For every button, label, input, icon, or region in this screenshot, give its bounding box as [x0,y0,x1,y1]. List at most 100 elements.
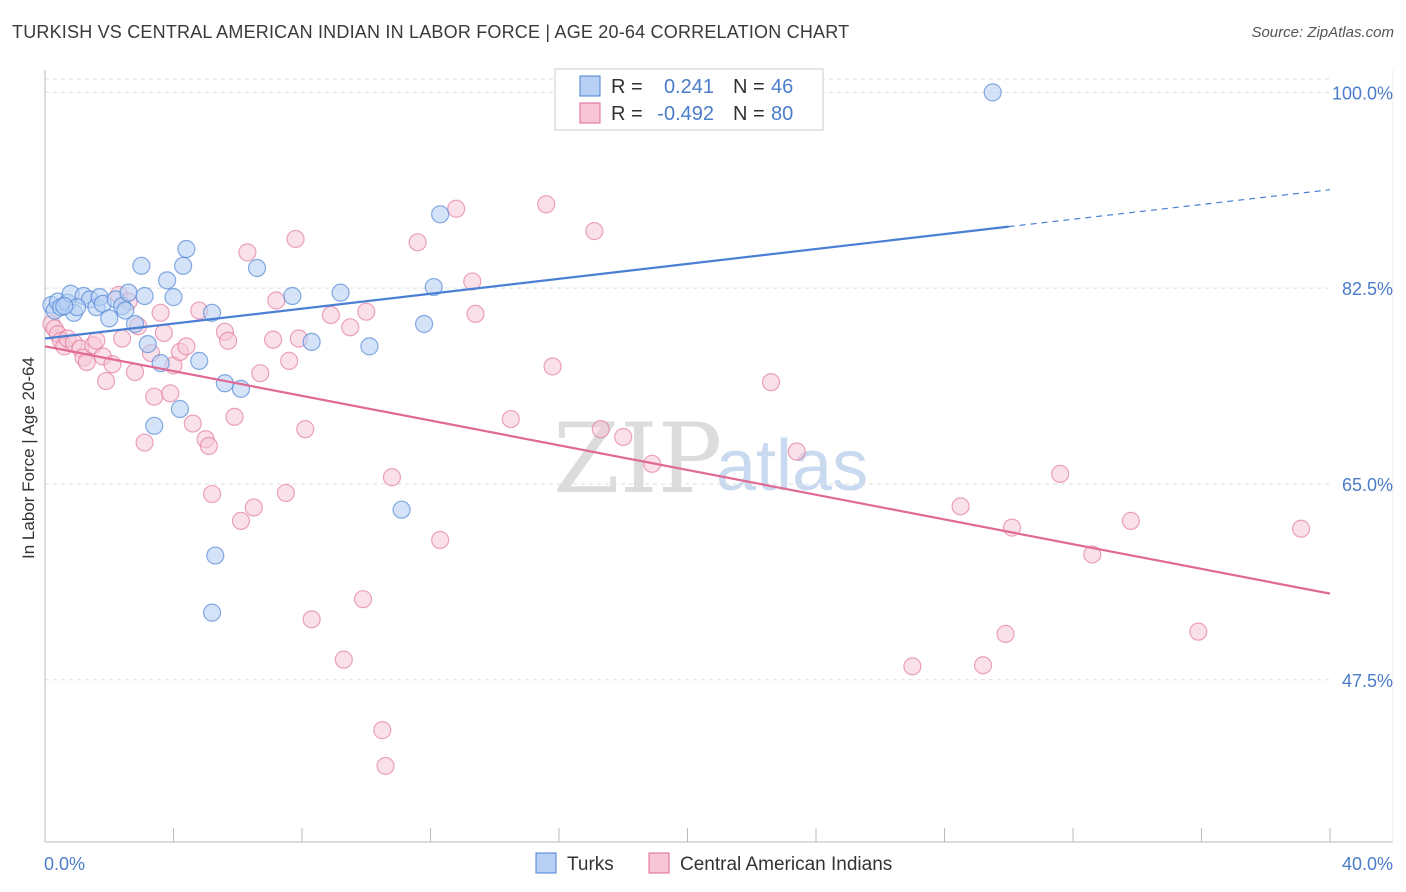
legend-n-value-cai: 80 [771,103,793,125]
cai-point-53 [357,302,376,321]
cai-point-50 [334,650,353,669]
y-tick-labels: 47.5% 65.0% 82.5% 100.0% [1332,83,1393,690]
legend-swatch-cai [579,102,601,124]
turks-point-36 [331,283,350,302]
cai-point-76 [1051,464,1070,484]
legend-r-value-turks: 0.241 [664,76,714,98]
cai-point-58 [431,530,450,550]
legend-n-label-turks: N = [733,76,765,98]
turks-point-25 [174,256,193,275]
source-credit: Source: ZipAtlas.com [1251,24,1394,41]
turks-point-26 [177,239,196,259]
cai-point-39 [244,498,263,517]
turks-point-12 [100,309,119,328]
cai-point-28 [177,337,196,356]
cai-point-48 [302,610,321,629]
cai-point-72 [951,497,970,516]
cai-point-16 [112,329,132,348]
cai-point-52 [353,590,373,609]
x-tick-label-1: 40.0% [1342,854,1393,874]
cai-point-24 [154,323,173,343]
x-tick-label-0: 0.0% [44,854,85,874]
legend-n-label-cai: N = [733,103,765,125]
cai-point-35 [219,331,238,350]
cai-point-11 [87,331,106,350]
bottom-legend-swatch-cai [648,852,670,874]
cai-point-80 [1291,519,1311,538]
chart-title: TURKISH VS CENTRAL AMERICAN INDIAN IN LA… [12,22,850,42]
trend-lines [44,189,1331,595]
cai-point-64 [543,357,562,376]
cai-point-56 [382,468,402,487]
turks-point-18 [135,286,154,306]
cai-point-57 [408,233,427,252]
cai-point-32 [199,436,218,456]
turks-point-34 [283,286,302,306]
x-tick-labels: 0.0% 40.0% [44,854,1393,874]
cai-point-73 [973,656,993,675]
legend-n-value-turks: 46 [771,76,793,98]
legend-r-value-cai: -0.492 [657,103,714,125]
turks-points [42,83,1002,622]
cai-point-59 [447,199,466,218]
cai-point-51 [341,318,360,337]
turks-point-31 [215,374,234,393]
cai-point-62 [501,409,520,429]
turks-point-44 [983,83,1002,102]
cai-point-69 [761,373,781,392]
cai-point-36 [225,407,244,426]
legend-r-label-cai: R = [611,103,643,125]
turks-point-35 [302,332,321,351]
legend-swatch-turks [579,75,601,97]
cai-point-43 [276,483,296,503]
cai-point-25 [161,384,180,403]
turks-point-38 [392,500,411,519]
cai-point-42 [267,291,286,310]
series-legend: Turks Central American Indians [535,852,892,875]
cai-point-45 [286,229,305,249]
turks-point-27 [190,351,209,370]
cai-point-13 [96,371,116,391]
cai-point-29 [183,414,202,433]
y-tick-label-1: 65.0% [1342,475,1393,495]
cai-point-22 [145,387,164,406]
turks-point-29 [206,546,225,565]
bottom-legend-label-turks: Turks [567,854,614,875]
turks-point-30 [202,603,222,622]
bottom-legend-swatch-turks [535,852,557,874]
cai-points [42,195,1311,776]
cai-point-70 [787,442,806,461]
turks-point-43 [55,296,74,316]
turks-point-20 [145,416,164,435]
turks-point-15 [119,283,138,302]
cai-point-61 [466,304,485,324]
cai-point-79 [1189,622,1208,641]
turks-point-24 [170,399,190,419]
cai-point-77 [1083,545,1102,564]
turks-point-45 [116,301,135,320]
cai-point-37 [231,511,251,530]
cai-trend-line [44,345,1331,595]
cai-point-63 [537,195,556,214]
y-axis-label: In Labor Force | Age 20-64 [19,357,38,559]
cai-point-23 [151,303,170,322]
turks-point-33 [247,258,267,278]
cai-point-66 [591,420,610,439]
y-tick-label-2: 82.5% [1342,279,1393,299]
stats-legend: R = 0.241 N = 46 R = -0.492 N = 80 [554,68,824,131]
cai-point-78 [1121,511,1140,530]
cai-point-67 [614,427,633,447]
cai-point-74 [996,624,1015,643]
axes [44,70,1394,843]
turks-trend-line [44,225,1009,340]
cai-point-49 [321,305,341,325]
y-tick-label-3: 100.0% [1332,83,1393,103]
turks-point-17 [132,256,151,275]
turks-point-39 [414,314,434,334]
cai-point-54 [376,756,395,776]
cai-point-19 [125,362,145,382]
legend-r-label-turks: R = [611,76,643,98]
watermark-zip: ZIP [553,403,722,515]
watermark-atlas: atlas [716,426,868,506]
